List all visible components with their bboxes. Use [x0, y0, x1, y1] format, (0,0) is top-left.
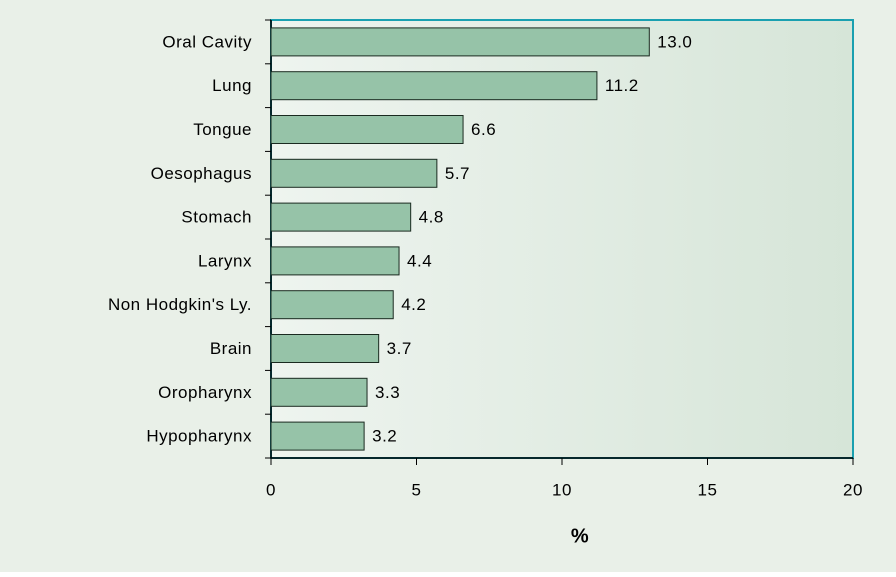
x-axis-title: %	[571, 525, 589, 547]
bar	[270, 115, 464, 144]
x-tick-label: 5	[412, 480, 422, 499]
y-tick-label: Hypopharynx	[146, 427, 252, 446]
bar	[270, 421, 365, 451]
data-label: 4.8	[419, 208, 444, 227]
bar	[270, 334, 380, 363]
x-tick-label: 20	[843, 480, 863, 499]
y-tick-label: Brain	[210, 339, 252, 358]
y-tick-label: Oral Cavity	[162, 32, 252, 51]
data-label: 13.0	[657, 32, 692, 51]
bar	[270, 377, 368, 407]
bar	[270, 71, 598, 101]
bar	[270, 202, 412, 232]
y-tick-label: Lung	[212, 76, 252, 95]
bar	[270, 158, 438, 188]
data-label: 3.2	[372, 427, 397, 446]
x-tick-label: 10	[552, 480, 572, 499]
data-label: 4.4	[407, 251, 432, 270]
y-tick-label: Oesophagus	[151, 164, 252, 183]
bar	[270, 27, 650, 57]
x-tick-label: 0	[266, 480, 276, 499]
bar	[270, 246, 400, 276]
data-label: 4.2	[401, 295, 426, 314]
x-tick-label: 15	[698, 480, 718, 499]
y-tick-label: Tongue	[193, 120, 252, 139]
y-tick-label: Stomach	[181, 208, 252, 227]
data-label: 6.6	[471, 120, 496, 139]
y-tick-label: Non Hodgkin's Ly.	[108, 295, 252, 314]
data-label: 5.7	[445, 164, 470, 183]
data-label: 3.7	[387, 339, 412, 358]
data-label: 3.3	[375, 383, 400, 402]
data-label: 11.2	[605, 76, 639, 95]
bar	[270, 290, 394, 320]
y-tick-label: Oropharynx	[158, 383, 252, 402]
y-tick-label: Larynx	[198, 251, 252, 270]
